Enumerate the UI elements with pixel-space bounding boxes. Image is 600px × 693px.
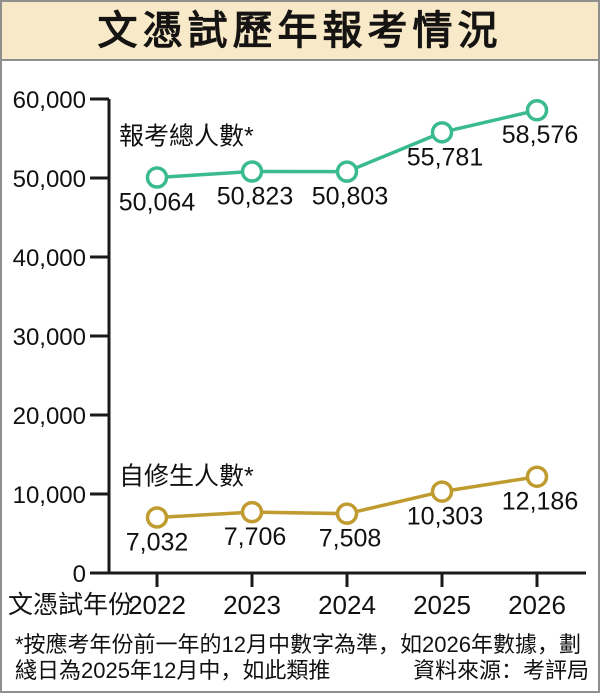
data-value-label: 7,706	[224, 523, 287, 551]
footnote-line-1: *按應考年份前一年的12月中數字為準，如2026年數據，劃	[15, 632, 581, 657]
data-value-label: 10,303	[407, 503, 483, 531]
y-tick-label: 50,000	[13, 166, 86, 193]
y-tick-label: 40,000	[13, 245, 86, 272]
data-point-marker	[525, 465, 549, 488]
series-label-private: 自修生人數*	[119, 462, 254, 490]
data-value-label: 58,576	[502, 121, 578, 149]
x-tick-label-year: 2024	[318, 590, 376, 620]
y-tick-label: 10,000	[13, 482, 86, 509]
data-value-label: 55,781	[407, 143, 483, 171]
source-credit: 資料來源：考評局	[412, 658, 589, 683]
data-value-label: 12,186	[502, 488, 578, 516]
y-tick-label: 30,000	[13, 324, 86, 351]
data-value-label: 50,064	[119, 188, 196, 216]
data-point-marker	[145, 166, 169, 189]
y-tick-label: 20,000	[13, 403, 86, 430]
x-tick-label-year: 2025	[413, 590, 471, 620]
data-point-marker	[430, 480, 454, 503]
footnote-line-2: 綫日為2025年12月中，如此類推	[15, 658, 331, 683]
data-value-label: 50,803	[312, 183, 388, 211]
x-axis-title: 文憑試年份	[8, 591, 133, 619]
footnote-row-2: 綫日為2025年12月中，如此類推 資料來源：考評局	[15, 658, 589, 684]
page-title: 文憑試歷年報考情況	[97, 6, 503, 54]
data-point-marker	[145, 506, 169, 529]
y-tick-label: 0	[73, 561, 86, 588]
data-point-marker	[240, 160, 264, 183]
data-value-label: 50,823	[217, 182, 293, 210]
x-tick-label-year: 2026	[508, 590, 566, 620]
x-tick-label-year: 2023	[223, 590, 281, 620]
data-point-marker	[335, 502, 359, 525]
title-band: 文憑試歷年報考情況	[2, 2, 598, 61]
x-tick-label-year: 2022	[128, 590, 186, 620]
footnote: *按應考年份前一年的12月中數字為準，如2026年數據，劃 綫日為2025年12…	[15, 632, 589, 684]
data-point-marker	[335, 160, 359, 183]
data-value-label: 7,508	[319, 525, 382, 553]
data-point-marker	[525, 98, 549, 122]
data-point-marker	[430, 121, 454, 144]
y-tick-label: 60,000	[13, 87, 86, 114]
series-label-total: 報考總人數*	[119, 122, 254, 150]
data-value-label: 7,032	[126, 528, 189, 556]
data-point-marker	[240, 500, 264, 524]
